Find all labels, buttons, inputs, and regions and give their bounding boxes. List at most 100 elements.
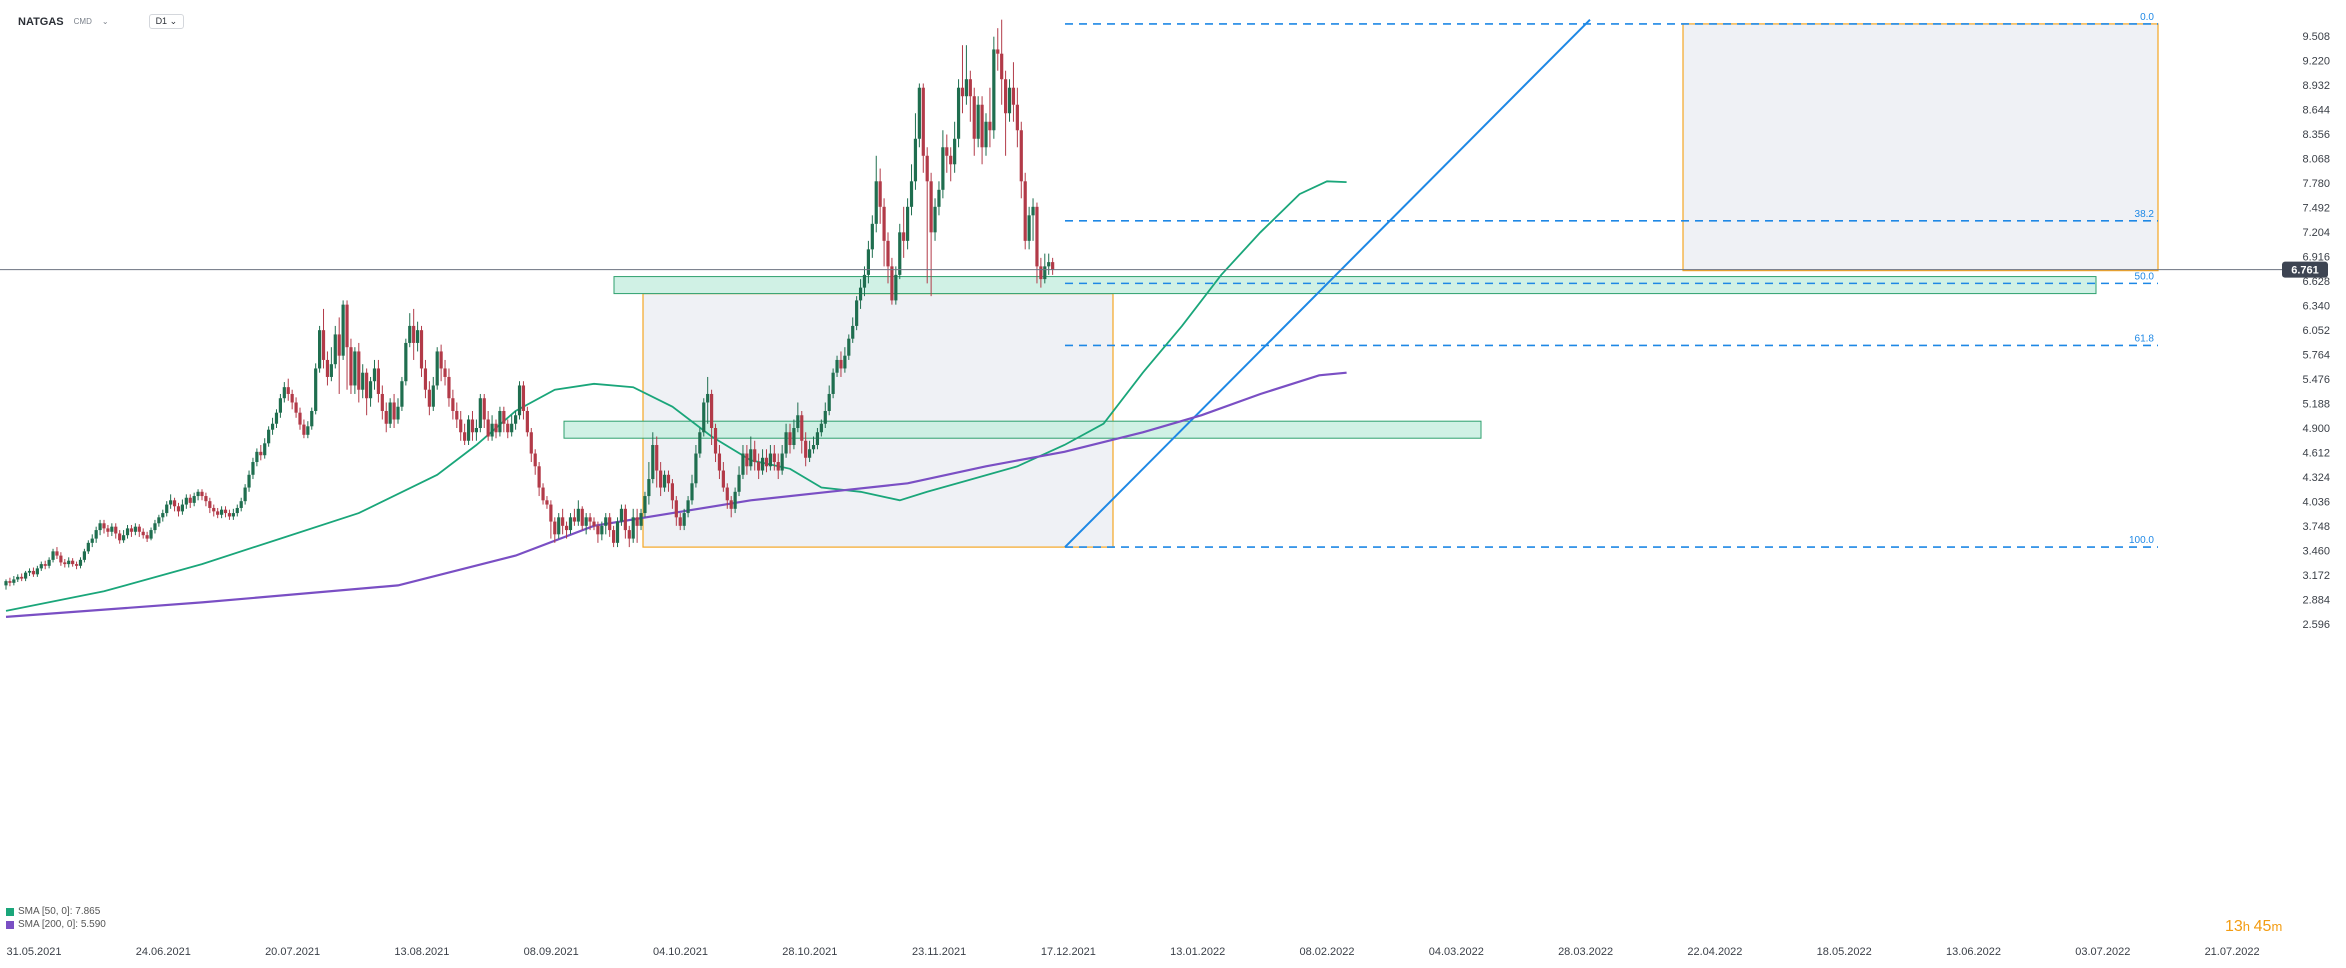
candle-body: [757, 462, 761, 471]
candle-body: [584, 517, 588, 526]
candle-body: [345, 304, 349, 348]
candle: [1019, 121, 1023, 199]
candle: [67, 557, 71, 568]
candle-body: [811, 445, 816, 450]
x-tick-label: 20.07.2021: [265, 946, 320, 958]
y-tick-label: 7.204: [2302, 227, 2330, 239]
y-tick-label: 6.916: [2302, 252, 2330, 264]
sma50-line: [5, 180, 1347, 612]
candle: [706, 376, 710, 424]
candle: [349, 338, 353, 394]
candle: [980, 96, 984, 165]
candle: [627, 525, 631, 548]
timer-hours: 13: [2225, 918, 2243, 935]
candle: [94, 526, 98, 543]
legend-sma50[interactable]: SMA [50, 0]: 7.865: [6, 905, 106, 918]
candle: [392, 393, 396, 428]
candle: [780, 445, 784, 475]
candle: [541, 483, 545, 505]
candle-body: [329, 364, 333, 377]
candle-body: [361, 372, 365, 390]
candle-body: [74, 564, 79, 566]
candle: [372, 359, 377, 390]
candle-body: [580, 508, 584, 526]
candle-body: [216, 511, 220, 515]
candle: [357, 342, 361, 403]
candle-body: [90, 538, 94, 543]
candle: [169, 494, 173, 509]
candle: [878, 168, 882, 224]
candle-body: [223, 509, 228, 514]
candle: [1000, 19, 1004, 105]
candle: [796, 402, 800, 433]
candle: [851, 317, 855, 343]
candle-body: [953, 138, 957, 165]
fib-label: 38.2: [2135, 209, 2155, 220]
candles: [4, 19, 1055, 590]
candle-body: [635, 517, 639, 526]
fib-label: 50.0: [2135, 271, 2155, 282]
candle-body: [208, 501, 212, 508]
candle: [192, 492, 196, 507]
candle-body: [419, 330, 424, 369]
candle: [90, 534, 94, 548]
timeframe-select[interactable]: D1 ⌄: [148, 14, 185, 29]
candle: [466, 415, 471, 446]
candle: [623, 504, 627, 539]
candle-body: [188, 497, 192, 503]
candle-body: [737, 474, 741, 492]
candle-body: [788, 432, 792, 446]
candle-body: [988, 121, 992, 131]
candle: [588, 513, 592, 531]
candle: [596, 521, 600, 543]
candle-body: [176, 506, 181, 512]
candle-body: [851, 325, 855, 339]
sma200-swatch-icon: [6, 920, 14, 929]
candle-body: [886, 240, 890, 267]
y-axis: 9.508 9.220 8.932 8.644 8.356 8.068 7.780 7.492…: [2302, 31, 2330, 631]
y-tick-label: 9.220: [2302, 56, 2330, 68]
candle: [972, 87, 976, 156]
candle-body: [596, 525, 600, 535]
legend-sma200[interactable]: SMA [200, 0]: 5.590: [6, 918, 106, 931]
candle: [580, 506, 584, 531]
candle: [263, 438, 267, 459]
candle-body: [400, 381, 404, 407]
candle-body: [980, 104, 984, 148]
chevron-down-icon[interactable]: ⌄: [101, 17, 109, 26]
candle-body: [227, 513, 232, 517]
candle: [251, 457, 255, 480]
candle-body: [8, 581, 12, 583]
candle: [655, 436, 659, 488]
candle-body: [659, 470, 663, 488]
candle-body: [106, 528, 110, 532]
candle-body: [59, 555, 63, 563]
candle-body: [855, 300, 859, 326]
candle: [282, 382, 286, 403]
candle: [772, 445, 776, 471]
chart-header: NATGAS CMD ⌄ D1 ⌄: [18, 14, 185, 29]
y-tick-label: 5.188: [2302, 399, 2330, 411]
candle: [651, 432, 655, 484]
analysis-box-left: [642, 292, 1114, 548]
candle-body: [24, 572, 28, 579]
candle: [831, 368, 835, 399]
candle: [870, 215, 874, 258]
candle: [400, 376, 404, 411]
candle-body: [443, 368, 447, 377]
x-tick-label: 08.09.2021: [524, 946, 579, 958]
candle: [733, 487, 737, 514]
candle: [43, 560, 47, 570]
candle: [1004, 70, 1008, 156]
candle-body: [615, 521, 620, 543]
symbol-label[interactable]: NATGAS: [18, 15, 64, 28]
candle-body: [47, 559, 51, 566]
candle: [172, 497, 177, 512]
candle: [886, 232, 890, 284]
candle: [35, 565, 39, 577]
candle-body: [1039, 266, 1043, 280]
candle: [925, 147, 929, 284]
candle: [419, 325, 424, 377]
candle-body: [388, 402, 392, 424]
